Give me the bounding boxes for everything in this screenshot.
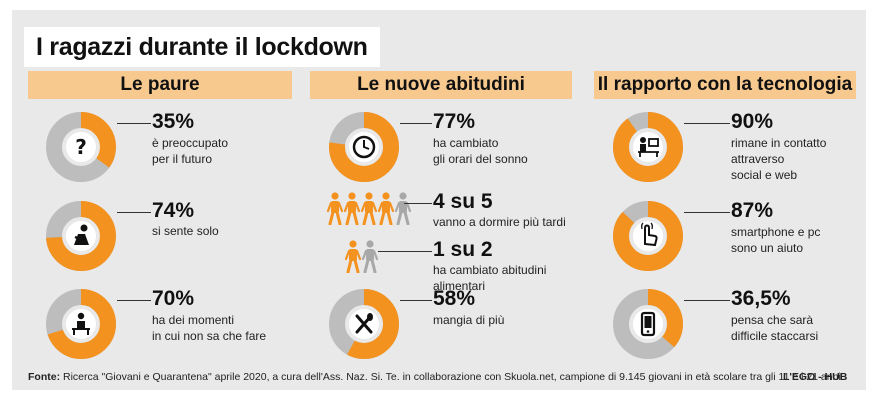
stat-ratio: 1 su 2 — [433, 238, 493, 261]
stat-line: alimentari — [433, 279, 486, 293]
stat-ratio: 4 su 5 — [433, 190, 493, 213]
stat-description: ha cambiato abitudini alimentari — [433, 262, 546, 294]
stat-line: sono un aiuto — [731, 241, 804, 255]
donut-value-arc — [613, 289, 683, 359]
leader-line — [684, 300, 730, 301]
column-header-tecnologia: Il rapporto con la tecnologia — [594, 71, 856, 99]
stat-percent: 36,5% — [731, 287, 791, 310]
source-label: Fonte: — [28, 371, 61, 383]
stat-description: ha cambiato gli orari del sonno — [433, 135, 528, 167]
stat-line: in cui non sa che fare — [152, 329, 267, 343]
leader-line — [400, 300, 432, 301]
leader-line — [404, 203, 432, 204]
stat-percent: 35% — [152, 110, 195, 133]
stat-line: gli orari del sonno — [433, 152, 528, 166]
stat-percent: 87% — [731, 199, 774, 222]
stat-line: social e web — [731, 168, 798, 182]
stat-line: si sente solo — [152, 224, 219, 238]
leader-line — [400, 123, 432, 124]
person-icon — [360, 192, 378, 225]
donut-chart-contact — [613, 112, 683, 182]
donut-value-arc — [613, 112, 683, 182]
stat-percent: 58% — [433, 287, 476, 310]
donut-value-arc — [613, 201, 683, 271]
person-icon — [326, 192, 344, 225]
person-icon — [377, 192, 395, 225]
stat-line: ha cambiato abitudini — [433, 263, 547, 277]
donut-chart-lonely — [46, 201, 116, 271]
stat-line: smartphone e pc — [731, 225, 821, 239]
donut-chart-devices — [613, 201, 683, 271]
donut-value-arc — [329, 289, 399, 359]
person-icon — [343, 192, 361, 225]
stat-percent: 70% — [152, 287, 195, 310]
source-text: Ricerca "Giovani e Quarantena" aprile 20… — [63, 371, 841, 383]
leader-line — [117, 212, 151, 213]
stat-description: è preoccupato per il futuro — [152, 135, 228, 167]
stat-line: mangia di più — [433, 313, 505, 327]
donut-value-arc — [46, 289, 116, 359]
brand-credit: L'EGO - HUB — [783, 371, 848, 383]
stat-percent: 90% — [731, 110, 774, 133]
stat-description: ha dei momenti in cui non sa che fare — [152, 312, 266, 344]
donut-chart-eat — [329, 289, 399, 359]
stat-percent: 77% — [433, 110, 476, 133]
stat-line: rimane in contatto — [731, 136, 827, 150]
stat-line: difficile staccarsi — [731, 329, 819, 343]
stat-description: smartphone e pc sono un aiuto — [731, 224, 820, 256]
person-icon — [344, 240, 362, 273]
donut-chart-sleep — [329, 112, 399, 182]
stat-line: attraverso — [731, 152, 785, 166]
stat-line: ha cambiato — [433, 136, 499, 150]
svg-text:?: ? — [75, 135, 87, 159]
column-header-paure: Le paure — [28, 71, 292, 99]
stat-line: ha dei momenti — [152, 313, 235, 327]
stat-description: pensa che sarà difficile staccarsi — [731, 312, 818, 344]
stat-percent: 74% — [152, 199, 195, 222]
phone-icon — [633, 309, 663, 339]
stat-description: rimane in contatto attraverso social e w… — [731, 135, 826, 183]
stat-line: è preoccupato — [152, 136, 229, 150]
source-note: Fonte: Ricerca "Giovani e Quarantena" ap… — [28, 371, 841, 383]
donut-chart-bored — [46, 289, 116, 359]
touch-hand-icon — [633, 221, 663, 251]
stat-line: per il futuro — [152, 152, 213, 166]
donut-value-arc — [329, 112, 399, 182]
title-box: I ragazzi durante il lockdown — [24, 27, 380, 67]
person-icon — [361, 240, 379, 273]
bored-desk-icon — [66, 309, 96, 339]
stat-description: mangia di più — [433, 312, 504, 328]
question-icon: ? — [66, 132, 96, 162]
stat-description: si sente solo — [152, 223, 219, 239]
computer-desk-icon — [633, 132, 663, 162]
cutlery-icon — [349, 309, 379, 339]
donut-value-arc — [46, 201, 116, 271]
donut-chart-detach — [613, 289, 683, 359]
stat-description: vanno a dormire più tardi — [433, 214, 566, 230]
leader-line — [684, 212, 730, 213]
sad-person-icon — [66, 221, 96, 251]
person-icon — [394, 192, 412, 225]
leader-line — [684, 123, 730, 124]
leader-line — [378, 251, 432, 252]
leader-line — [117, 123, 151, 124]
leader-line — [117, 300, 151, 301]
stat-line: pensa che sarà — [731, 313, 814, 327]
people-group-4-of-5 — [326, 192, 412, 225]
infographic-title: I ragazzi durante il lockdown — [36, 32, 368, 61]
people-group-1-of-2 — [344, 240, 379, 273]
stat-line: vanno a dormire più tardi — [433, 215, 566, 229]
donut-value-arc — [46, 112, 116, 182]
donut-chart-worried: ? — [46, 112, 116, 182]
clock-icon — [349, 132, 379, 162]
column-header-abitudini: Le nuove abitudini — [310, 71, 572, 99]
